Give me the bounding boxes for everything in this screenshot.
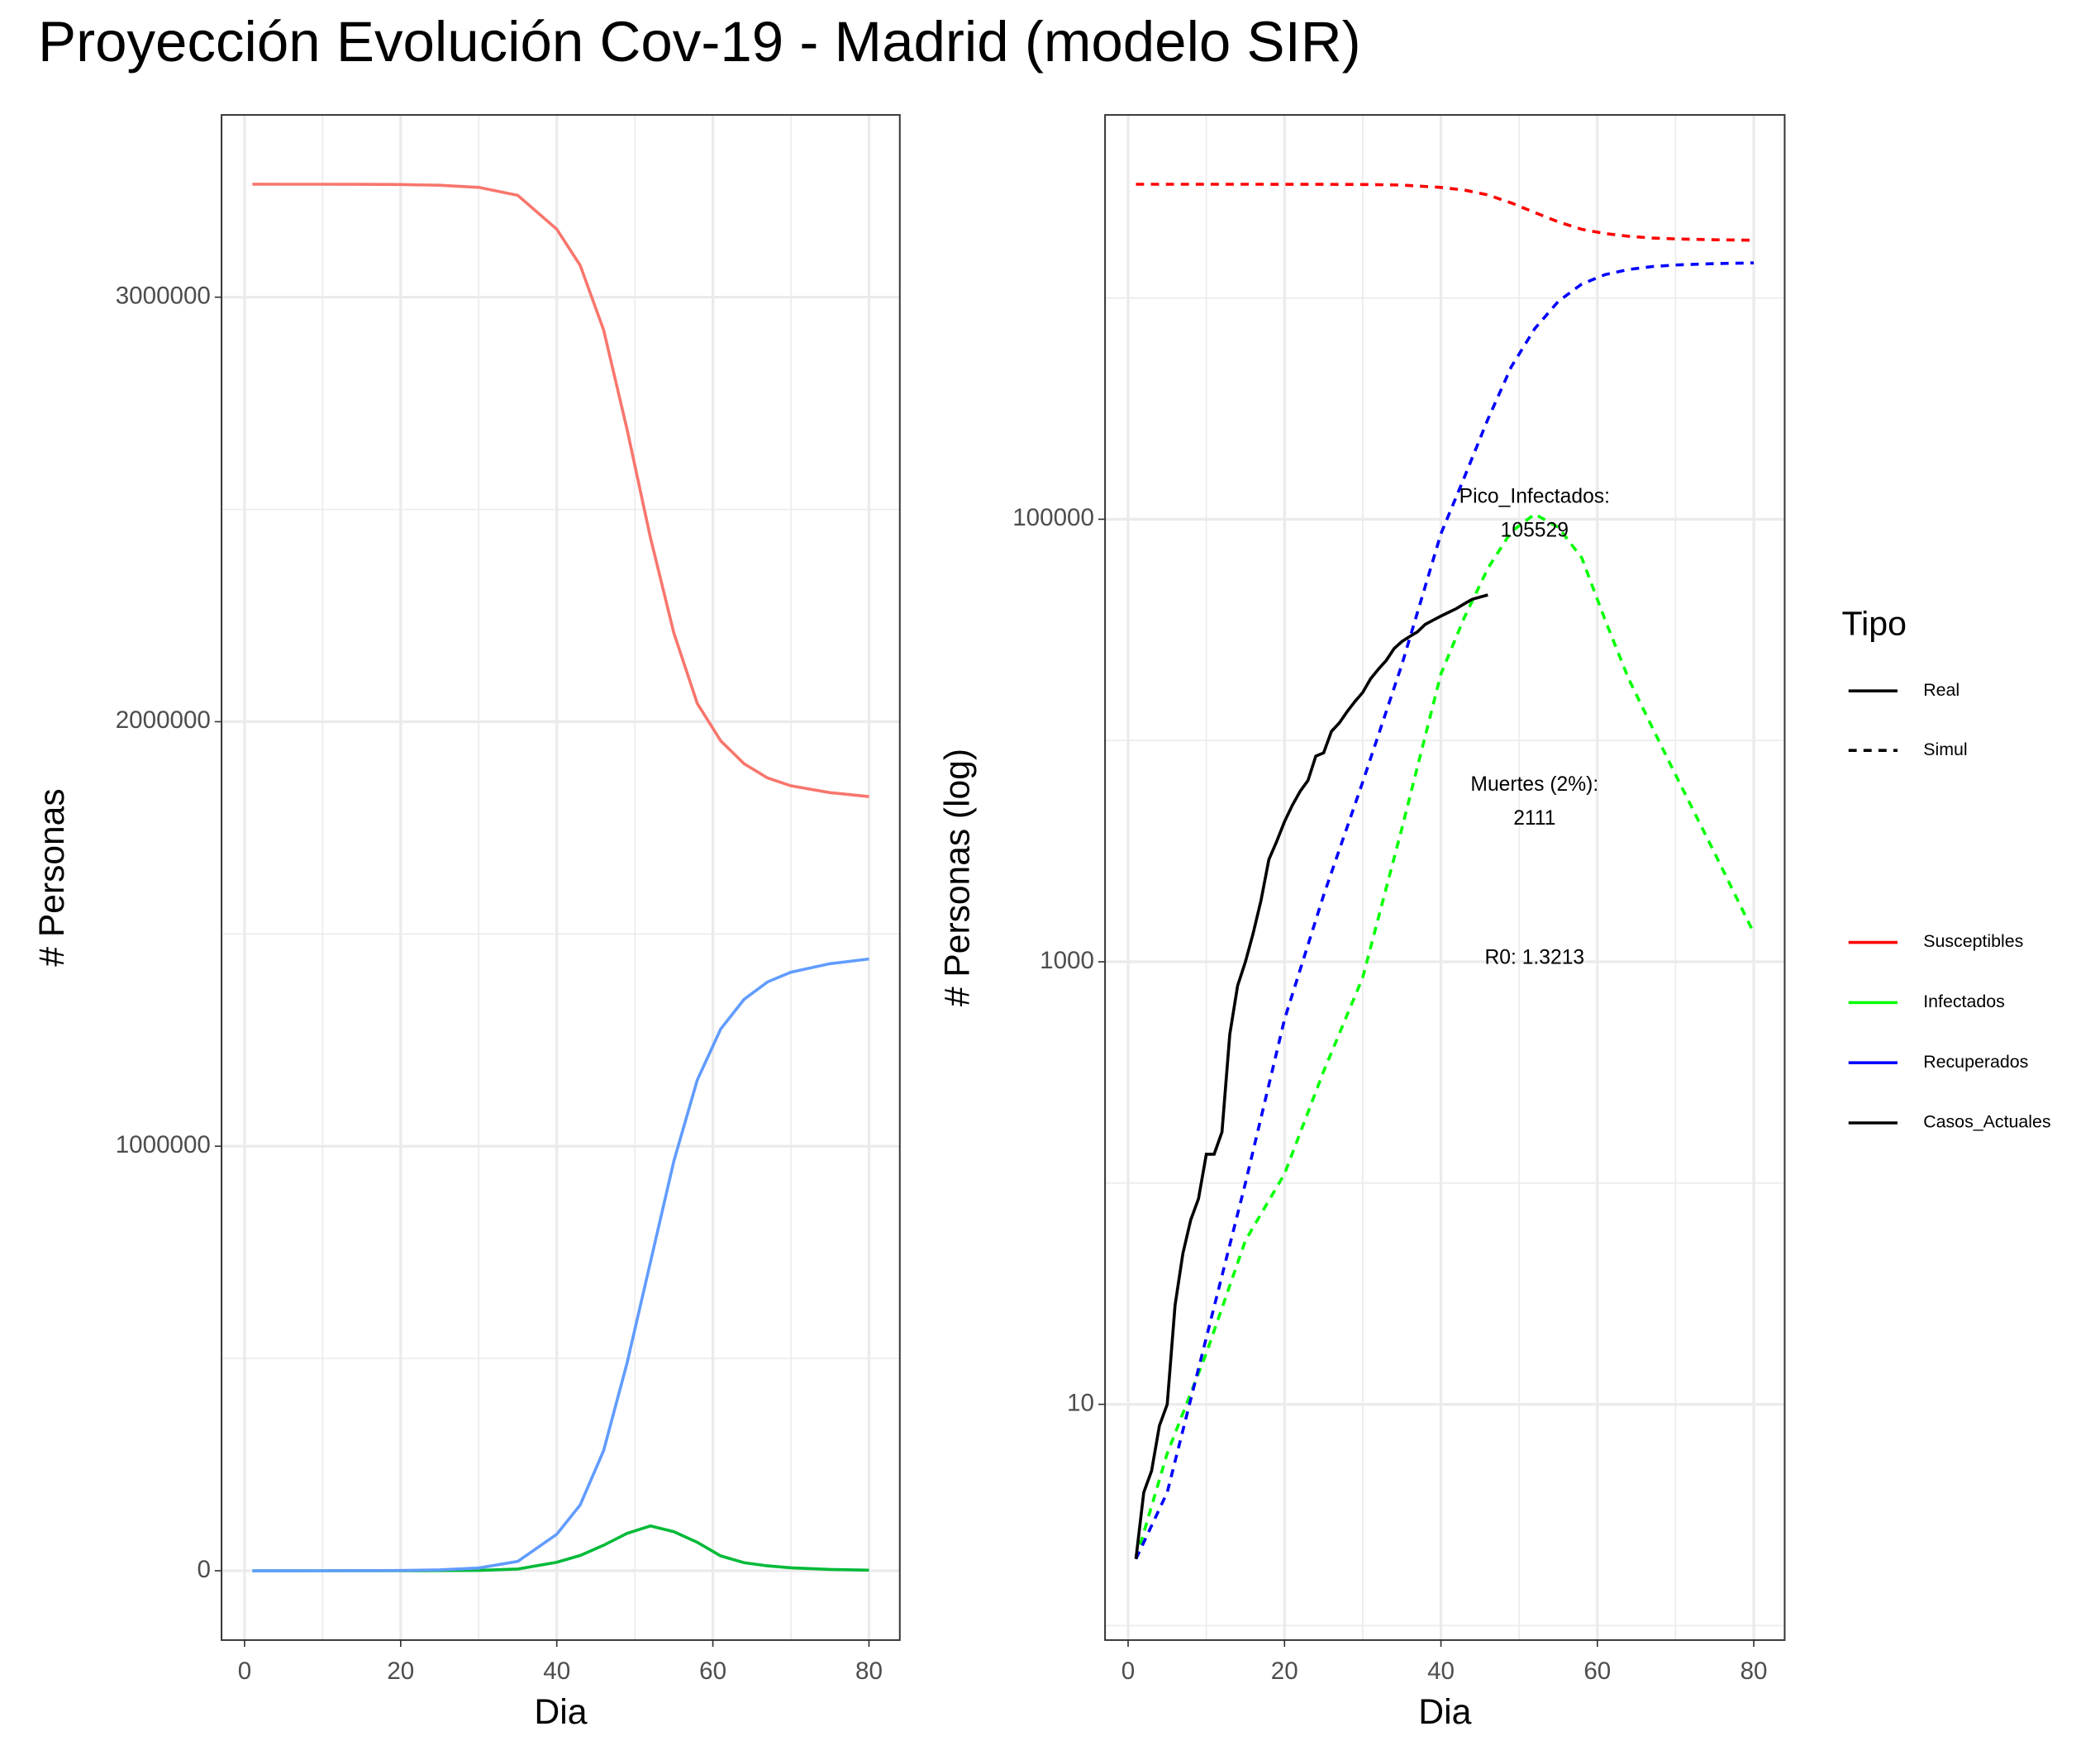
series-line	[252, 957, 869, 1572]
series-line	[1134, 512, 1755, 1560]
annotation: 2111	[1513, 807, 1555, 830]
series-line	[1134, 261, 1755, 1560]
y-tick-label: 3000000	[116, 283, 211, 310]
annotation: R0: 1.3213	[1485, 947, 1585, 969]
legend-label: Infectados	[1923, 992, 2005, 1011]
x-tick-label: 0	[238, 1658, 251, 1685]
x-tick-label: 0	[1121, 1658, 1135, 1685]
y-tick-label: 1000	[1040, 947, 1094, 974]
panel-border	[1104, 114, 1786, 1641]
legend-label: Casos_Actuales	[1923, 1112, 2050, 1132]
y-tick-label: 2000000	[116, 706, 211, 734]
y-axis-title: # Personas (log)	[937, 749, 977, 1006]
legend-title: Tipo	[1842, 605, 1907, 643]
x-axis-title: Dia	[1418, 1692, 1471, 1732]
panel-border	[221, 114, 901, 1641]
legend-label: Real	[1923, 680, 1960, 700]
legend-label: Recuperados	[1923, 1052, 2028, 1072]
series-line	[1136, 183, 1755, 242]
series-line	[1134, 593, 1488, 1559]
x-tick-label: 80	[1740, 1658, 1768, 1685]
x-tick-label: 40	[543, 1658, 570, 1685]
y-tick-label: 1000000	[116, 1131, 211, 1158]
annotation: Pico_Infectados:	[1460, 486, 1610, 508]
y-tick-label: 10	[1067, 1389, 1094, 1416]
legend-label: Susceptibles	[1923, 931, 2023, 951]
legend-label: Simul	[1923, 740, 1967, 759]
annotation: Muertes (2%):	[1470, 773, 1598, 796]
y-tick-label: 0	[197, 1556, 210, 1583]
x-axis-title: Dia	[534, 1692, 587, 1732]
y-tick-label: 100000	[1012, 504, 1094, 531]
x-tick-label: 20	[387, 1658, 414, 1685]
chart-title: Proyección Evolución Cov-19 - Madrid (mo…	[38, 10, 1361, 74]
series-line	[252, 183, 869, 798]
annotation: 105529	[1501, 520, 1569, 542]
plot-lines	[252, 183, 869, 1572]
y-axis-title: # Personas	[32, 788, 72, 966]
plot-background	[221, 115, 900, 1640]
plot-background	[1105, 115, 1785, 1640]
x-tick-label: 20	[1271, 1658, 1298, 1685]
x-tick-label: 60	[699, 1658, 726, 1685]
x-tick-label: 80	[855, 1658, 883, 1685]
plot-lines	[1134, 183, 1755, 1560]
x-tick-label: 40	[1427, 1658, 1455, 1685]
x-tick-label: 60	[1583, 1658, 1611, 1685]
